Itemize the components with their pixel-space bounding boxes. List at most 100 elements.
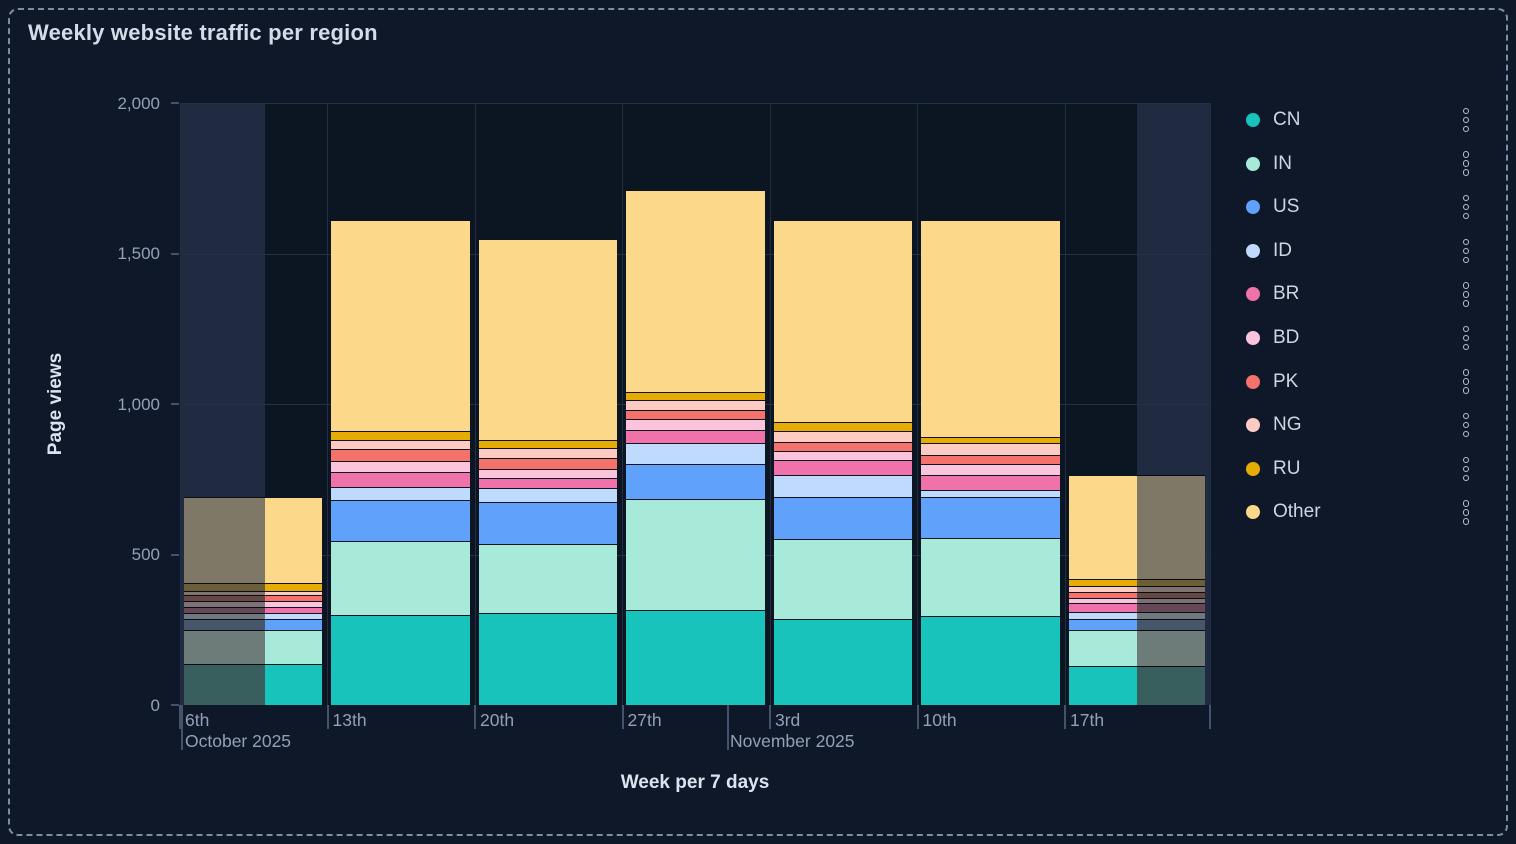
bar-segment-bd[interactable] xyxy=(264,601,322,608)
legend-item-ng[interactable]: NG xyxy=(1244,411,1472,439)
bar-segment-bd[interactable] xyxy=(1137,598,1205,603)
legend-item-id[interactable]: ID xyxy=(1244,237,1472,265)
bar-segment-in[interactable] xyxy=(478,543,617,614)
legend-item-us[interactable]: US xyxy=(1244,193,1472,221)
bar-segment-cn[interactable] xyxy=(921,616,1060,705)
bar-segment-id[interactable] xyxy=(1068,611,1137,620)
bar-segment-ru[interactable] xyxy=(1137,578,1205,587)
bar-segment-pk[interactable] xyxy=(183,595,265,602)
bar-segment-cn[interactable] xyxy=(478,613,617,705)
bar-segment-other[interactable] xyxy=(331,220,470,432)
bar-segment-br[interactable] xyxy=(331,471,470,487)
bar-segment-other[interactable] xyxy=(183,497,265,584)
bar-segment-id[interactable] xyxy=(478,488,617,502)
bar-segment-br[interactable] xyxy=(478,477,617,489)
bar-segment-ng[interactable] xyxy=(921,443,1060,456)
bar-segment-us[interactable] xyxy=(626,464,765,499)
bar-segment-bd[interactable] xyxy=(1068,598,1137,603)
bar-segment-in[interactable] xyxy=(1068,629,1137,666)
bar-segment-us[interactable] xyxy=(183,619,265,630)
bar-segment-cn[interactable] xyxy=(773,619,912,705)
legend-item-cn[interactable]: CN xyxy=(1244,106,1472,134)
bar-segment-in[interactable] xyxy=(331,540,470,615)
bar-segment-cn[interactable] xyxy=(1068,665,1137,705)
bar-segment-ng[interactable] xyxy=(264,590,322,596)
legend-item-menu-icon[interactable] xyxy=(1460,148,1473,179)
bar-segment-in[interactable] xyxy=(1137,629,1205,666)
legend-item-menu-icon[interactable] xyxy=(1460,454,1473,485)
bar-segment-ru[interactable] xyxy=(626,392,765,400)
bar-segment-br[interactable] xyxy=(183,607,265,614)
bar-segment-ng[interactable] xyxy=(331,440,470,450)
bar-segment-in[interactable] xyxy=(183,629,265,665)
bar-segment-us[interactable] xyxy=(331,500,470,541)
bar-segment-bd[interactable] xyxy=(183,601,265,608)
bar-segment-id[interactable] xyxy=(921,489,1060,498)
bar-segment-id[interactable] xyxy=(626,443,765,465)
bar-segment-ru[interactable] xyxy=(773,422,912,432)
bar-segment-other[interactable] xyxy=(478,238,617,441)
bar-segment-other[interactable] xyxy=(1068,474,1137,579)
bar-segment-cn[interactable] xyxy=(331,614,470,705)
bar-segment-cn[interactable] xyxy=(1137,665,1205,705)
legend-item-other[interactable]: Other xyxy=(1244,498,1472,526)
bar-segment-id[interactable] xyxy=(264,613,322,620)
bar-segment-other[interactable] xyxy=(921,220,1060,438)
bar-segment-id[interactable] xyxy=(331,486,470,501)
bar-segment-other[interactable] xyxy=(264,497,322,584)
bar-segment-bd[interactable] xyxy=(921,464,1060,475)
bar-segment-id[interactable] xyxy=(183,613,265,620)
bar-segment-pk[interactable] xyxy=(1137,592,1205,599)
bar-segment-ng[interactable] xyxy=(1137,586,1205,593)
bar-segment-ng[interactable] xyxy=(478,447,617,459)
bar-segment-br[interactable] xyxy=(1068,602,1137,612)
legend-item-in[interactable]: IN xyxy=(1244,150,1472,178)
bar-segment-br[interactable] xyxy=(1137,602,1205,612)
bar-segment-us[interactable] xyxy=(478,501,617,544)
bar-segment-id[interactable] xyxy=(1137,611,1205,620)
bar-segment-us[interactable] xyxy=(1068,619,1137,630)
bar-segment-ng[interactable] xyxy=(1068,586,1137,593)
bar-segment-pk[interactable] xyxy=(921,455,1060,465)
legend-item-menu-icon[interactable] xyxy=(1460,236,1473,267)
bar-segment-cn[interactable] xyxy=(264,664,322,705)
bar-segment-ru[interactable] xyxy=(331,431,470,441)
bar-segment-pk[interactable] xyxy=(1068,592,1137,599)
bar-segment-ru[interactable] xyxy=(183,583,265,591)
legend-item-menu-icon[interactable] xyxy=(1460,323,1473,354)
bar-segment-in[interactable] xyxy=(264,629,322,665)
bar-segment-ng[interactable] xyxy=(183,590,265,596)
bar-segment-ru[interactable] xyxy=(921,437,1060,444)
legend-item-ru[interactable]: RU xyxy=(1244,455,1472,483)
legend-item-menu-icon[interactable] xyxy=(1460,497,1473,528)
bar-segment-cn[interactable] xyxy=(183,664,265,705)
bar-segment-br[interactable] xyxy=(921,474,1060,490)
bar-segment-pk[interactable] xyxy=(331,449,470,462)
legend-item-br[interactable]: BR xyxy=(1244,280,1472,308)
bar-segment-bd[interactable] xyxy=(626,419,765,430)
bar-segment-in[interactable] xyxy=(921,537,1060,617)
bar-segment-ru[interactable] xyxy=(478,440,617,448)
bar-segment-bd[interactable] xyxy=(478,468,617,478)
bar-segment-in[interactable] xyxy=(626,498,765,611)
legend-item-pk[interactable]: PK xyxy=(1244,368,1472,396)
bar-segment-us[interactable] xyxy=(921,497,1060,538)
bar-segment-pk[interactable] xyxy=(773,441,912,451)
bar-segment-br[interactable] xyxy=(626,429,765,444)
bar-segment-br[interactable] xyxy=(264,607,322,614)
bar-segment-us[interactable] xyxy=(264,619,322,630)
legend-item-menu-icon[interactable] xyxy=(1460,366,1473,397)
legend-item-menu-icon[interactable] xyxy=(1460,410,1473,441)
bar-segment-ru[interactable] xyxy=(264,583,322,591)
legend-item-bd[interactable]: BD xyxy=(1244,324,1472,352)
bar-segment-other[interactable] xyxy=(1137,474,1205,579)
bar-segment-bd[interactable] xyxy=(773,450,912,460)
bar-segment-ru[interactable] xyxy=(1068,578,1137,587)
bar-segment-other[interactable] xyxy=(773,220,912,423)
bar-segment-us[interactable] xyxy=(1137,619,1205,630)
legend-item-menu-icon[interactable] xyxy=(1460,192,1473,223)
bar-segment-pk[interactable] xyxy=(478,458,617,469)
bar-segment-bd[interactable] xyxy=(331,461,470,472)
bar-segment-id[interactable] xyxy=(773,474,912,498)
bar-segment-br[interactable] xyxy=(773,459,912,475)
